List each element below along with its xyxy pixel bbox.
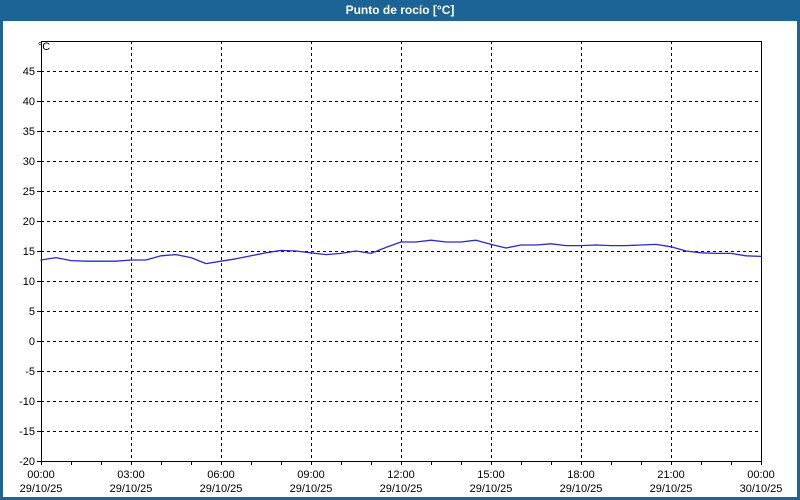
window-titlebar: Punto de rocío [°C]: [0, 0, 800, 21]
y-tick-label: 45: [23, 66, 35, 78]
x-tick-time-label: 15:00: [477, 469, 505, 481]
x-tick-date-label: 29/10/25: [200, 483, 243, 495]
y-tick-label: 20: [23, 216, 35, 228]
x-tick-date-label: 29/10/25: [290, 483, 333, 495]
y-tick-label: 10: [23, 276, 35, 288]
x-tick-time-label: 00:00: [747, 469, 775, 481]
y-tick-label: -20: [19, 456, 35, 468]
y-tick-label: 15: [23, 246, 35, 258]
chart-content: -20 -15 -10 -5 0 5 10 15 20 25 30 35 40 45 °C 00:00 29/1…: [3, 21, 797, 497]
x-tick-time-label: 00:00: [27, 469, 55, 481]
x-tick-time-label: 09:00: [297, 469, 325, 481]
y-tick-label: 30: [23, 156, 35, 168]
x-tick-date-label: 29/10/25: [650, 483, 693, 495]
x-tick-date-label: 29/10/25: [560, 483, 603, 495]
y-tick-label: 35: [23, 126, 35, 138]
y-tick-label: 25: [23, 186, 35, 198]
x-tick-time-label: 18:00: [567, 469, 595, 481]
x-tick-time-label: 03:00: [117, 469, 145, 481]
x-tick-time-label: 21:00: [657, 469, 685, 481]
x-tick-date-label: 29/10/25: [470, 483, 513, 495]
y-tick-label: -10: [19, 396, 35, 408]
x-tick-time-label: 12:00: [387, 469, 415, 481]
window-title: Punto de rocío [°C]: [345, 3, 455, 17]
x-tick-date-label: 30/10/25: [740, 483, 783, 495]
dew-point-chart: -20 -15 -10 -5 0 5 10 15 20 25 30 35 40 45 °C 00:00 29/1…: [19, 41, 783, 495]
y-tick-label: -15: [19, 426, 35, 438]
x-tick-time-label: 06:00: [207, 469, 235, 481]
y-tick-label: 5: [29, 306, 35, 318]
y-tick-label: 0: [29, 336, 35, 348]
y-tick-label: 40: [23, 96, 35, 108]
plot-border: [41, 41, 762, 462]
y-axis-unit-label: °C: [38, 41, 50, 53]
x-tick-date-label: 29/10/25: [380, 483, 423, 495]
y-tick-label: -5: [25, 366, 35, 378]
x-tick-date-label: 29/10/25: [20, 483, 63, 495]
data-line-punto-de-rocío: [40, 239, 762, 265]
x-tick-date-label: 29/10/25: [110, 483, 153, 495]
